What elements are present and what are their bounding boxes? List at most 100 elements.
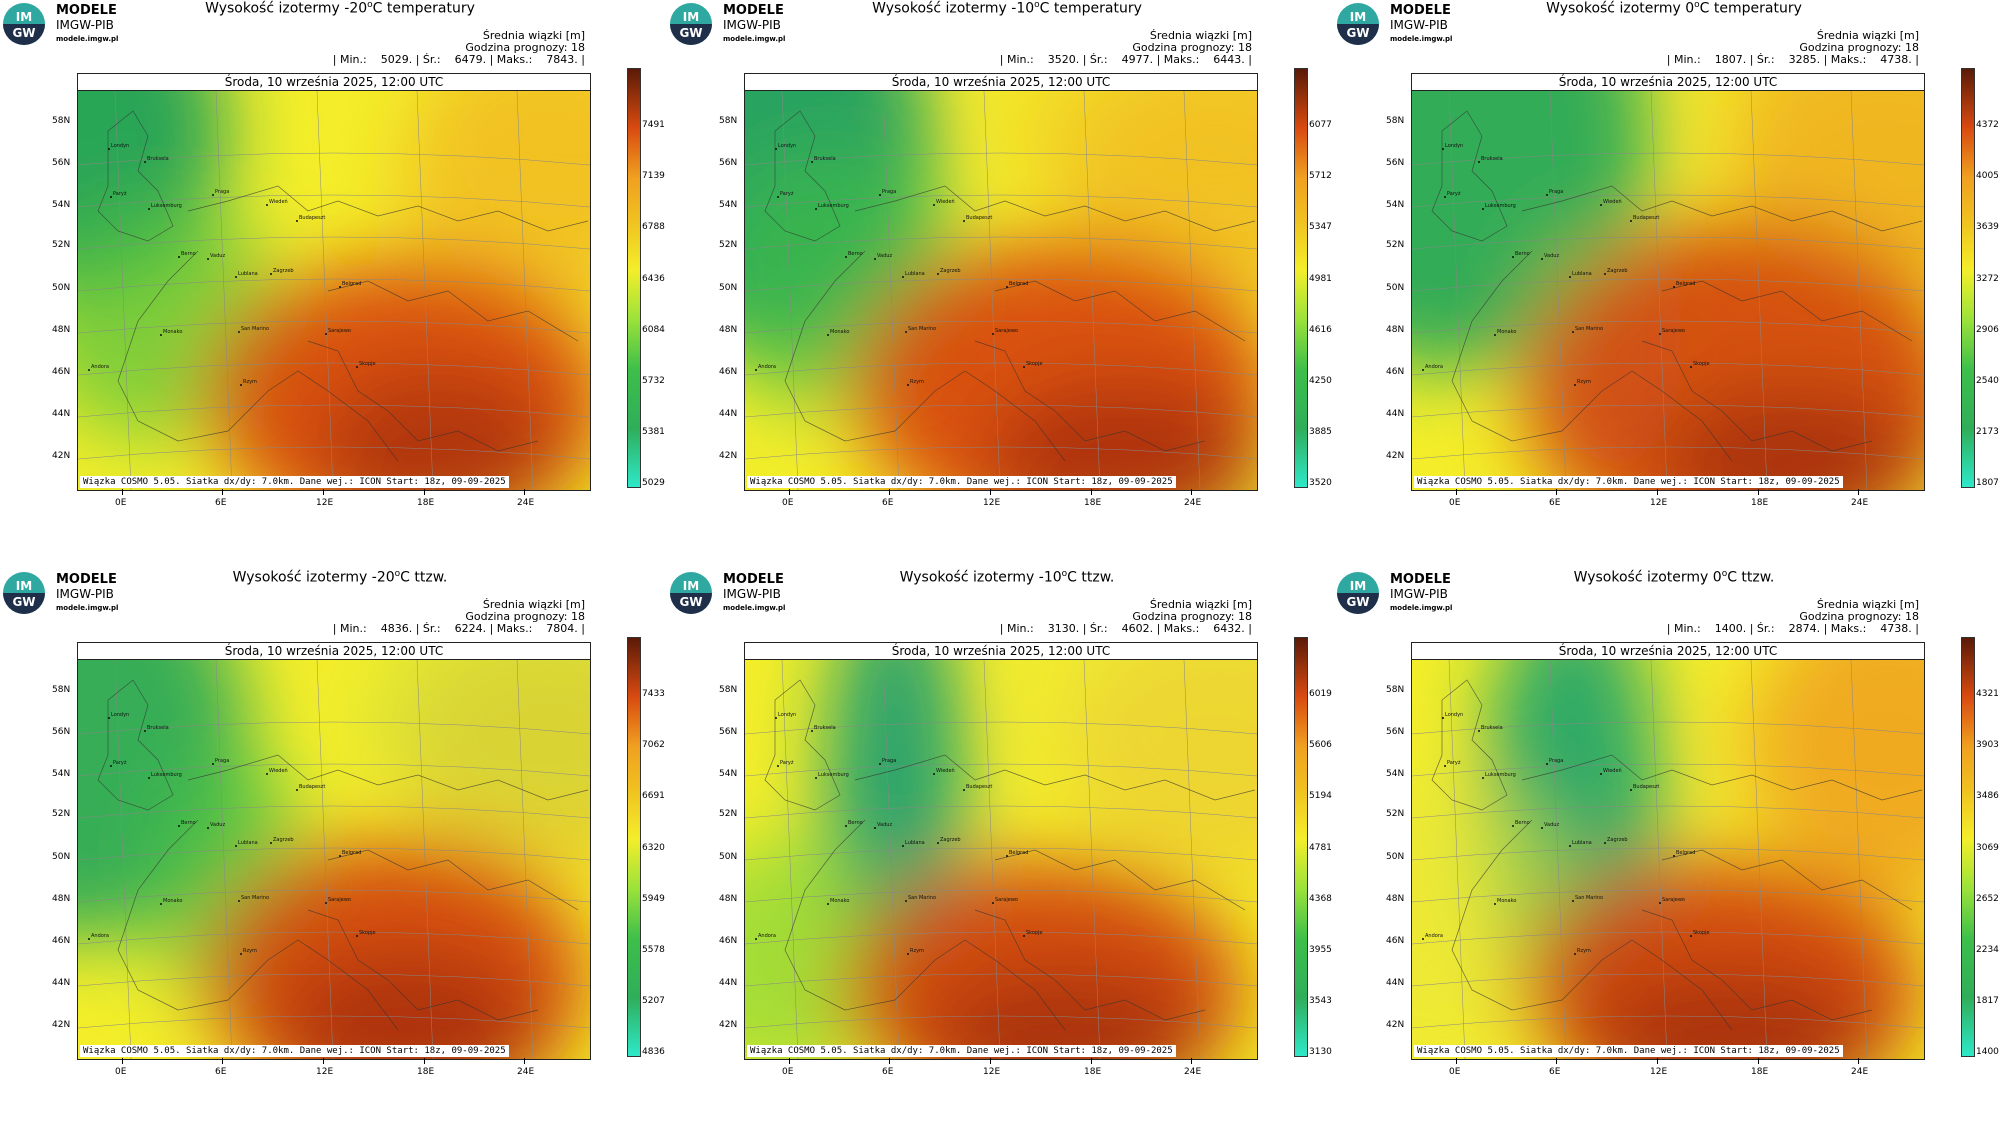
logo-line3: modele.imgw.pl xyxy=(56,35,119,43)
longitude-tick xyxy=(1091,489,1092,495)
title-post: C temperatury xyxy=(372,0,475,17)
city-label: Vaduz xyxy=(210,822,225,828)
city-label: Belgrad xyxy=(1009,850,1028,856)
longitude-tick xyxy=(323,1058,324,1064)
latitude-label: 58N xyxy=(1386,685,1405,695)
latitude-label: 58N xyxy=(52,685,71,695)
city-label: San Marino xyxy=(1575,895,1603,901)
city-label: Vaduz xyxy=(877,253,892,259)
latitude-label: 42N xyxy=(1386,1020,1405,1030)
colorbar-tick-label: 2540 xyxy=(1976,376,1999,386)
colorbar-tick-label: 2652 xyxy=(1976,894,1999,904)
colorbar-tick-label: 3520 xyxy=(1309,478,1332,488)
stats-values: | Min.: 1400. | Śr.: 2874. | Maks.: 4738… xyxy=(1666,622,1919,635)
panel-title: Wysokość izotermy 0oC ttzw. xyxy=(1484,569,1864,586)
city-label: Berno xyxy=(181,820,196,826)
title-post: C ttzw. xyxy=(1067,569,1115,586)
latitude-label: 48N xyxy=(719,894,738,904)
longitude-label: 6E xyxy=(1549,498,1561,508)
map-date: Środa, 10 września 2025, 12:00 UTC xyxy=(745,643,1257,660)
latitude-label: 46N xyxy=(52,367,71,377)
svg-text:GW: GW xyxy=(12,595,35,609)
city-label: Wiedeń xyxy=(936,767,955,774)
colorbar xyxy=(627,68,641,488)
city-label: Lublana xyxy=(905,271,925,277)
longitude-tick xyxy=(889,489,890,495)
longitude-tick xyxy=(990,489,991,495)
city-label: Paryż xyxy=(1447,191,1461,197)
logo-line2: IMGW-PIB xyxy=(56,587,114,601)
latitude-label: 52N xyxy=(1386,240,1405,250)
longitude-label: 18E xyxy=(1751,1067,1769,1077)
city-label: San Marino xyxy=(908,326,936,332)
colorbar-tick-label: 5029 xyxy=(642,478,665,488)
city-label: Budapeszt xyxy=(1633,215,1659,221)
title-pre: Wysokość izotermy -10 xyxy=(872,0,1035,17)
city-label: Zagrzeb xyxy=(940,837,961,843)
imgw-logo-icon: IM GW xyxy=(3,572,45,614)
city-label: Vaduz xyxy=(877,822,892,828)
svg-text:IM: IM xyxy=(16,579,32,593)
colorbar-tick-label: 5194 xyxy=(1309,791,1332,801)
colorbar-tick-label: 3486 xyxy=(1976,791,1999,801)
latitude-label: 44N xyxy=(719,409,738,419)
city-label: Zagrzeb xyxy=(1607,268,1628,274)
colorbar-tick-label: 3272 xyxy=(1976,274,1999,284)
longitude-label: 18E xyxy=(1751,498,1769,508)
longitude-tick xyxy=(789,1058,790,1064)
model-footer: Wiązka COSMO 5.05. Siatka dx/dy: 7.0km. … xyxy=(1414,1045,1843,1057)
longitude-tick xyxy=(1556,1058,1557,1064)
longitude-tick xyxy=(122,489,123,495)
city-label: Lublana xyxy=(1572,271,1592,277)
latitude-label: 56N xyxy=(1386,158,1405,168)
degree-o: o xyxy=(394,569,401,579)
longitude-label: 6E xyxy=(882,498,894,508)
longitude-tick xyxy=(424,1058,425,1064)
title-pre: Wysokość izotermy -20 xyxy=(205,0,368,17)
city-label: Sarajewo xyxy=(995,897,1018,903)
colorbar-tick-label: 5606 xyxy=(1309,740,1332,750)
city-label: Skopje xyxy=(1026,930,1043,936)
longitude-label: 0E xyxy=(115,498,127,508)
logo-text: MODELE IMGW-PIB modele.imgw.pl xyxy=(723,573,785,615)
logo-line2: IMGW-PIB xyxy=(723,18,781,32)
longitude-label: 12E xyxy=(316,1067,334,1077)
city-label: Praga xyxy=(882,758,896,764)
city-label: Belgrad xyxy=(1676,281,1695,287)
latitude-label: 56N xyxy=(52,727,71,737)
map-panel: IM GW MODELE IMGW-PIB modele.imgw.pl Wysokość… xyxy=(1334,569,2000,1138)
city-label: Sarajewo xyxy=(328,328,351,334)
logo-line3: modele.imgw.pl xyxy=(723,35,786,43)
longitude-tick xyxy=(1191,489,1192,495)
longitude-label: 0E xyxy=(782,1067,794,1077)
longitude-tick xyxy=(1858,1058,1859,1064)
city-label: Praga xyxy=(1549,758,1563,764)
latitude-label: 50N xyxy=(719,852,738,862)
city-label: Bruksela xyxy=(1481,156,1503,162)
title-post: C ttzw. xyxy=(1727,569,1775,586)
longitude-tick xyxy=(424,489,425,495)
city-label: Luksemburg xyxy=(151,772,182,778)
city-label: Sarajewo xyxy=(995,328,1018,334)
colorbar-tick-label: 6019 xyxy=(1309,689,1332,699)
map-date: Środa, 10 września 2025, 12:00 UTC xyxy=(1412,643,1924,660)
model-footer: Wiązka COSMO 5.05. Siatka dx/dy: 7.0km. … xyxy=(747,1045,1176,1057)
latitude-label: 42N xyxy=(1386,451,1405,461)
model-footer: Wiązka COSMO 5.05. Siatka dx/dy: 7.0km. … xyxy=(80,1045,509,1057)
logo-line3: modele.imgw.pl xyxy=(56,604,119,612)
latitude-label: 52N xyxy=(719,809,738,819)
longitude-label: 6E xyxy=(215,1067,227,1077)
logo-text: MODELE IMGW-PIB modele.imgw.pl xyxy=(1390,4,1452,46)
map-panel: IM GW MODELE IMGW-PIB modele.imgw.pl Wysokość… xyxy=(667,0,1334,569)
city-label: Lublana xyxy=(905,840,925,846)
logo-text: MODELE IMGW-PIB modele.imgw.pl xyxy=(723,4,785,46)
stats-label: Średnia wiązki [m] xyxy=(482,598,585,611)
latitude-label: 54N xyxy=(1386,200,1405,210)
logo-line2: IMGW-PIB xyxy=(56,18,114,32)
longitude-tick xyxy=(1456,1058,1457,1064)
city-label: Sarajewo xyxy=(328,897,351,903)
map-date: Środa, 10 września 2025, 12:00 UTC xyxy=(1412,74,1924,91)
isotherm-field-map: Londyn Bruksela Paryż Luksemburg Praga Wiedeń… xyxy=(745,91,1257,490)
latitude-label: 54N xyxy=(52,200,71,210)
colorbar-tick-label: 1400 xyxy=(1976,1047,1999,1057)
